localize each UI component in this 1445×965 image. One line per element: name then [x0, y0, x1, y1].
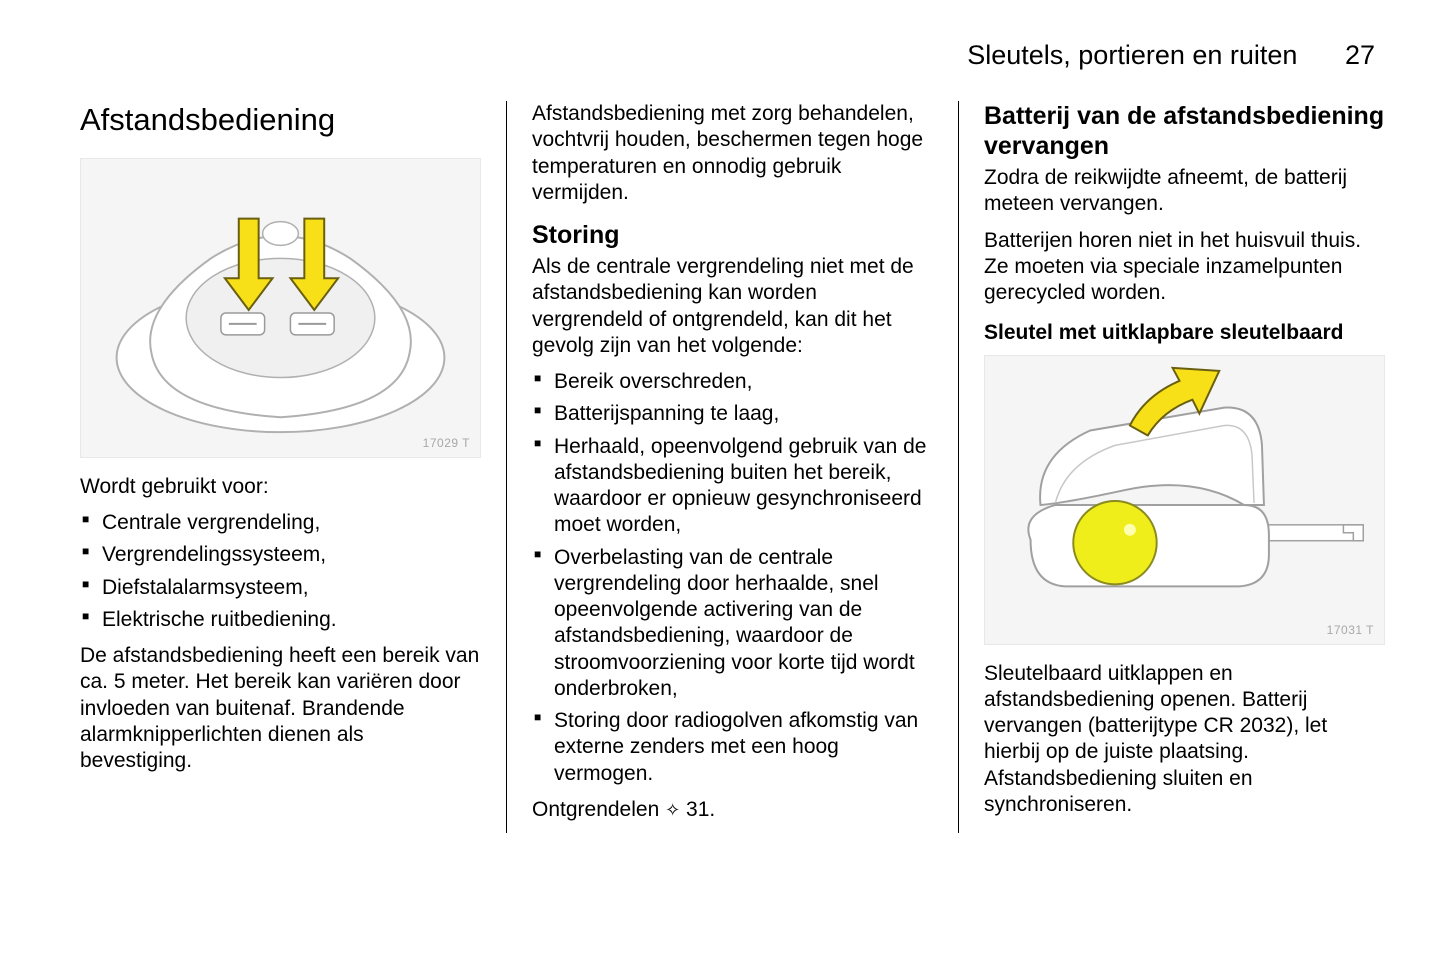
flip-key-title: Sleutel met uitklapbare sleutelbaard	[984, 320, 1385, 346]
storing-title: Storing	[532, 220, 933, 250]
range-paragraph: De afstandsbediening heeft een bereik va…	[80, 643, 481, 774]
reference-arrow-icon: ✧	[665, 799, 680, 822]
uses-item: Diefstalalarmsysteem,	[80, 575, 481, 601]
ref-pre: Ontgrendelen	[532, 798, 665, 821]
battery-p1: Zodra de reikwijdte afneemt, de batterij…	[984, 165, 1385, 218]
column-3: Batterij van de afstandsbediening vervan…	[959, 101, 1385, 833]
key-fob-illustration	[81, 159, 480, 457]
figure-flip-key: 17031 T	[984, 355, 1385, 645]
uses-item: Vergrendelingssysteem,	[80, 542, 481, 568]
figure-remote-control: 17029 T	[80, 158, 481, 458]
uses-list: Centrale vergrendeling, Vergrendelingssy…	[80, 510, 481, 633]
uses-item: Centrale vergrendeling,	[80, 510, 481, 536]
header-chapter-title: Sleutels, portieren en ruiten	[967, 40, 1297, 70]
cause-item: Herhaald, opeenvolgend gebruik van de af…	[532, 434, 933, 539]
cause-item: Overbelasting van de centrale vergrendel…	[532, 545, 933, 703]
ref-post: 31.	[680, 798, 715, 821]
battery-p2: Batterijen horen niet in het huisvuil th…	[984, 228, 1385, 307]
cause-item: Batterijspanning te laag,	[532, 401, 933, 427]
battery-title: Batterij van de afstandsbediening vervan…	[984, 101, 1385, 161]
section-title-remote: Afstandsbediening	[80, 101, 481, 140]
flip-key-illustration	[985, 356, 1384, 644]
uses-item: Elektrische ruitbediening.	[80, 607, 481, 633]
uses-intro: Wordt gebruikt voor:	[80, 474, 481, 500]
cause-item: Bereik overschreden,	[532, 369, 933, 395]
cause-item: Storing door radiogolven afkomstig van e…	[532, 708, 933, 787]
storing-intro: Als de centrale vergrendeling niet met d…	[532, 254, 933, 359]
column-2: Afstandsbediening met zorg behandelen, v…	[507, 101, 959, 833]
figure-caption-1: 17029 T	[423, 436, 470, 451]
figure-caption-2: 17031 T	[1327, 623, 1374, 638]
header-page-number: 27	[1345, 40, 1375, 70]
causes-list: Bereik overschreden, Batterijspanning te…	[532, 369, 933, 787]
page-header: Sleutels, portieren en ruiten 27	[80, 40, 1385, 71]
battery-p3: Sleutelbaard uitklappen en afstandsbedie…	[984, 661, 1385, 819]
reference-line: Ontgrendelen ✧ 31.	[532, 797, 933, 823]
manual-page: Sleutels, portieren en ruiten 27 Afstand…	[0, 0, 1445, 965]
three-column-layout: Afstandsbediening	[80, 101, 1385, 833]
column-1: Afstandsbediening	[80, 101, 507, 833]
care-paragraph: Afstandsbediening met zorg behandelen, v…	[532, 101, 933, 206]
